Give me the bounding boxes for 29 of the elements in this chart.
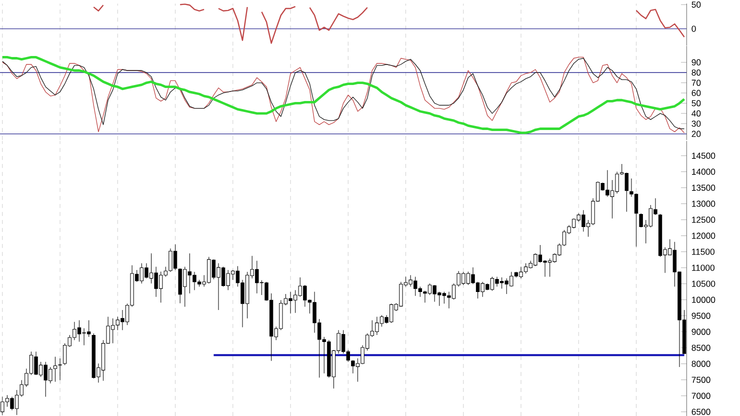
y-tick-label: 90	[692, 59, 701, 66]
candlestick	[53, 356, 58, 382]
y-tick-label: 7500	[692, 376, 710, 383]
y-tick-label: 12500	[692, 216, 716, 223]
y-tick-label: 11500	[692, 248, 714, 255]
y-tick-label: 11000	[692, 264, 714, 271]
y-tick-label: 80	[692, 69, 701, 76]
y-tick-label: 10500	[692, 280, 716, 287]
y-tick-label: 10000	[692, 296, 716, 303]
y-tick-label: 13500	[692, 184, 716, 191]
y-tick-label: 12000	[692, 232, 716, 239]
y-tick-label: 7000	[692, 392, 710, 399]
y-tick-label: 14500	[692, 152, 716, 159]
y-tick-label: 20	[692, 130, 701, 137]
y-tick-label: 6500	[692, 408, 710, 415]
y-tick-label: 40	[692, 110, 701, 116]
y-tick-label: 9000	[692, 328, 710, 335]
y-tick-label: 70	[692, 80, 701, 86]
candlestick	[58, 358, 62, 380]
y-tick-label: 8000	[692, 360, 710, 367]
y-tick-label: 8500	[692, 344, 710, 351]
y-tick-label: 60	[692, 90, 701, 96]
y-tick-label: 13000	[692, 200, 716, 207]
y-tick-label: 50	[692, 2, 701, 8]
y-tick-label: 0	[692, 26, 696, 32]
y-tick-label: 50	[692, 100, 701, 106]
y-tick-label: 9500	[692, 312, 710, 319]
y-tick-label: 14000	[692, 168, 716, 175]
y-tick-label: 30	[692, 120, 701, 127]
